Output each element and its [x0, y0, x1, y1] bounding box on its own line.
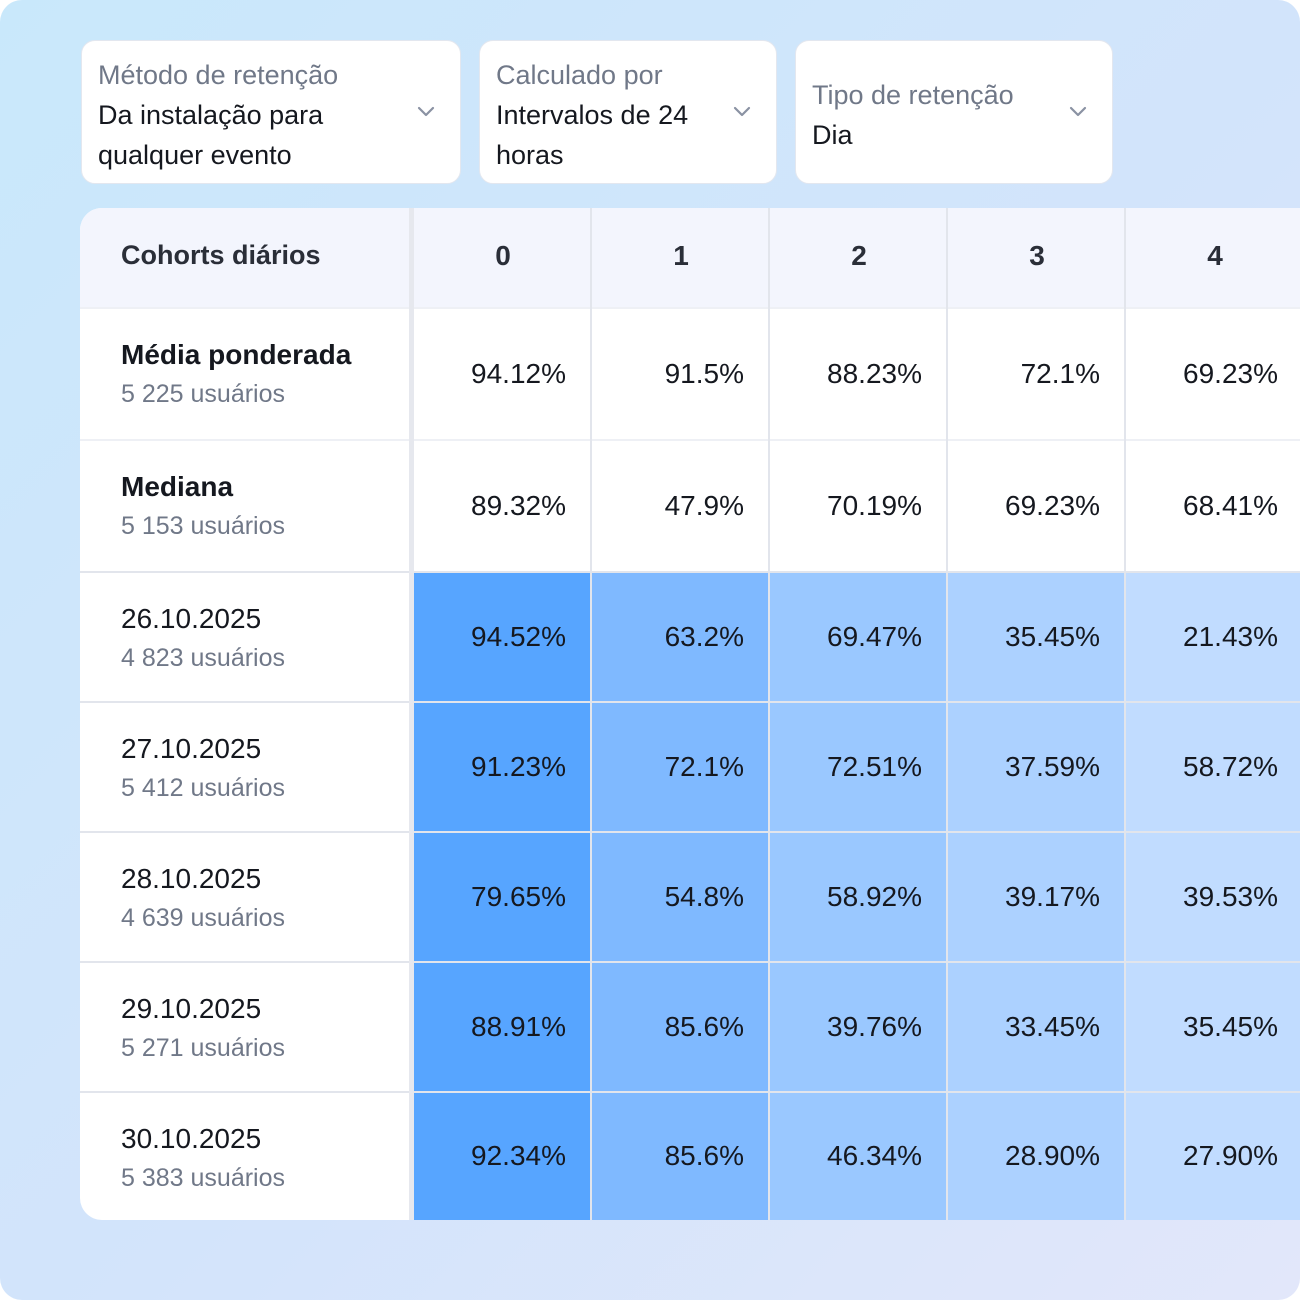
- retention-value-cell: 92.34%: [414, 1092, 592, 1220]
- day-column-header: 0: [495, 240, 511, 271]
- retention-value-cell: 39.76%: [770, 962, 948, 1092]
- summary-row-name: Média ponderada: [121, 339, 352, 370]
- cohort-date: 28.10.2025: [121, 863, 262, 894]
- day-column-header: 1: [673, 240, 689, 271]
- cohort-row-label: 29.10.2025 5 271 usuários: [121, 989, 285, 1067]
- retention-value-cell: 72.1%: [592, 702, 770, 832]
- retention-method-value: Da instalação para qualquer evento: [98, 100, 324, 170]
- retention-value-cell: 79.65%: [414, 832, 592, 962]
- user-count: 5 153 usuários: [121, 512, 286, 540]
- chevron-down-icon: [733, 106, 751, 117]
- cohort-date: 29.10.2025: [121, 993, 262, 1024]
- calculated-by-value: Intervalos de 24 horas: [496, 100, 689, 170]
- cohort-row-label: 27.10.2025 5 412 usuários: [121, 729, 285, 807]
- retention-value-cell: 39.53%: [1126, 832, 1300, 962]
- summary-value-cell: 88.23%: [827, 358, 922, 389]
- retention-value-cell: 35.45%: [948, 572, 1126, 702]
- column-divider: [768, 208, 770, 1220]
- column-divider: [1124, 208, 1126, 1220]
- summary-value-cell: 69.23%: [1183, 358, 1278, 389]
- row-divider: [80, 961, 1300, 963]
- retention-type-label: Tipo de retenção: [812, 80, 1014, 110]
- retention-value-cell: 46.34%: [770, 1092, 948, 1220]
- row-divider: [80, 571, 1300, 573]
- cohort-date: 30.10.2025: [121, 1123, 262, 1154]
- summary-row-label: Média ponderada 5 225 usuários: [121, 335, 351, 413]
- retention-table: Cohorts diários 0 1 2 3 4 94.12% 91.5% 88.23% 72…: [80, 208, 1300, 1220]
- retention-type-value: Dia: [812, 120, 853, 150]
- retention-type-dropdown[interactable]: Tipo de retenção Dia: [795, 40, 1113, 184]
- retention-method-dropdown[interactable]: Método de retenção Da instalação para qu…: [81, 40, 461, 184]
- retention-value-cell: 58.72%: [1126, 702, 1300, 832]
- row-divider: [80, 831, 1300, 833]
- retention-value-cell: 72.51%: [770, 702, 948, 832]
- retention-value-cell: 85.6%: [592, 962, 770, 1092]
- calculated-by-dropdown[interactable]: Calculado por Intervalos de 24 horas: [479, 40, 777, 184]
- summary-value-cell: 89.32%: [471, 490, 566, 521]
- retention-value-cell: 54.8%: [592, 832, 770, 962]
- retention-value-cell: 35.45%: [1126, 962, 1300, 1092]
- user-count: 4 639 usuários: [121, 904, 286, 932]
- user-count: 5 271 usuários: [121, 1034, 286, 1062]
- row-divider: [80, 1091, 1300, 1093]
- cohort-row-label: 28.10.2025 4 639 usuários: [121, 859, 285, 937]
- retention-value-cell: 37.59%: [948, 702, 1126, 832]
- column-divider: [946, 208, 948, 1220]
- cohort-date: 27.10.2025: [121, 733, 262, 764]
- cohort-row-label: 30.10.2025 5 383 usuários: [121, 1119, 285, 1197]
- summary-row-name: Mediana: [121, 471, 234, 502]
- day-column-header: 2: [851, 240, 867, 271]
- retention-value-cell: 39.17%: [948, 832, 1126, 962]
- retention-value-cell: 91.23%: [414, 702, 592, 832]
- user-count: 5 412 usuários: [121, 774, 286, 802]
- retention-value-cell: 85.6%: [592, 1092, 770, 1220]
- day-column-header: 4: [1207, 240, 1223, 271]
- retention-value-cell: 88.91%: [414, 962, 592, 1092]
- retention-method-label: Método de retenção: [98, 60, 339, 90]
- retention-value-cell: 28.90%: [948, 1092, 1126, 1220]
- summary-value-cell: 72.1%: [1020, 358, 1100, 389]
- summary-value-cell: 94.12%: [471, 358, 566, 389]
- calculated-by-label: Calculado por: [496, 60, 663, 90]
- cohort-row-label: 26.10.2025 4 823 usuários: [121, 599, 285, 677]
- retention-value-cell: 21.43%: [1126, 572, 1300, 702]
- retention-value-cell: 63.2%: [592, 572, 770, 702]
- summary-value-cell: 47.9%: [664, 490, 744, 521]
- row-divider: [80, 439, 1300, 441]
- retention-value-cell: 58.92%: [770, 832, 948, 962]
- user-count: 4 823 usuários: [121, 644, 286, 672]
- retention-value-cell: 69.47%: [770, 572, 948, 702]
- retention-value-cell: 94.52%: [414, 572, 592, 702]
- chevron-down-icon: [1069, 106, 1087, 117]
- summary-value-cell: 68.41%: [1183, 490, 1278, 521]
- row-divider: [80, 307, 1300, 309]
- day-column-header: 3: [1029, 240, 1045, 271]
- user-count: 5 225 usuários: [121, 380, 286, 408]
- summary-value-cell: 91.5%: [664, 358, 744, 389]
- summary-value-cell: 70.19%: [827, 490, 922, 521]
- summary-row-label: Mediana 5 153 usuários: [121, 467, 285, 545]
- row-divider: [80, 701, 1300, 703]
- user-count: 5 383 usuários: [121, 1164, 286, 1192]
- column-divider: [590, 208, 592, 1220]
- summary-value-cell: 69.23%: [1005, 490, 1100, 521]
- table-header: [80, 208, 1300, 308]
- cohort-date: 26.10.2025: [121, 603, 262, 634]
- chevron-down-icon: [417, 106, 435, 117]
- retention-value-cell: 27.90%: [1126, 1092, 1300, 1220]
- label-column-divider: [409, 208, 414, 1220]
- table-header-title: Cohorts diários: [121, 240, 321, 270]
- retention-value-cell: 33.45%: [948, 962, 1126, 1092]
